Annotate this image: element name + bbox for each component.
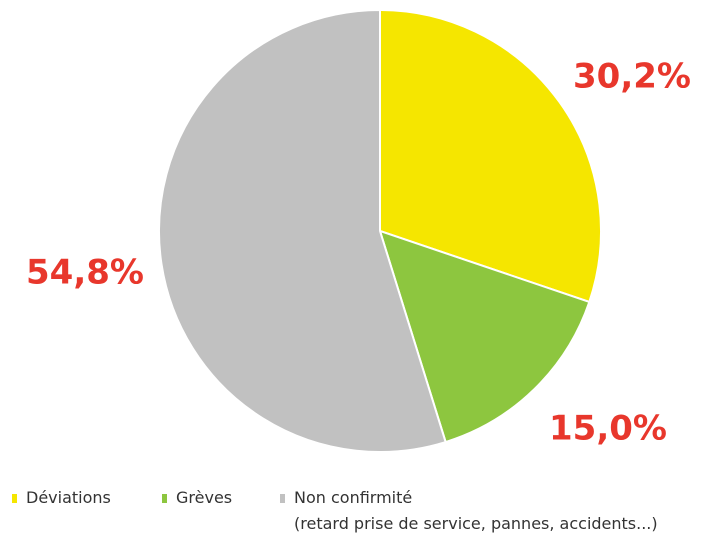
legend-swatch-deviations xyxy=(12,494,17,503)
legend-label-greves: Grèves xyxy=(176,488,233,507)
legend-swatch-non-confirmite xyxy=(280,494,285,503)
legend-sublabel-non-confirmite: (retard prise de service, pannes, accide… xyxy=(294,514,658,533)
pie-slices xyxy=(158,8,602,453)
pie-label-deviations: 30,2% xyxy=(573,57,691,97)
legend-label-non-confirmite: Non confirmité xyxy=(294,488,413,507)
pie-slice-deviations xyxy=(379,8,602,304)
pie-value-labels: 30,2% 15,0% 54,8% xyxy=(26,57,691,449)
pie-label-greves: 15,0% xyxy=(549,409,667,449)
legend-label-deviations: Déviations xyxy=(26,488,111,507)
chart-legend: Déviations Grèves Non confirmité (retard… xyxy=(12,488,701,537)
pie-slice-greves xyxy=(378,229,591,444)
legend-swatch-greves xyxy=(162,494,167,503)
pie-label-non-confirmite: 54,8% xyxy=(26,253,144,293)
pie-slice-non-confirmite xyxy=(158,8,447,453)
